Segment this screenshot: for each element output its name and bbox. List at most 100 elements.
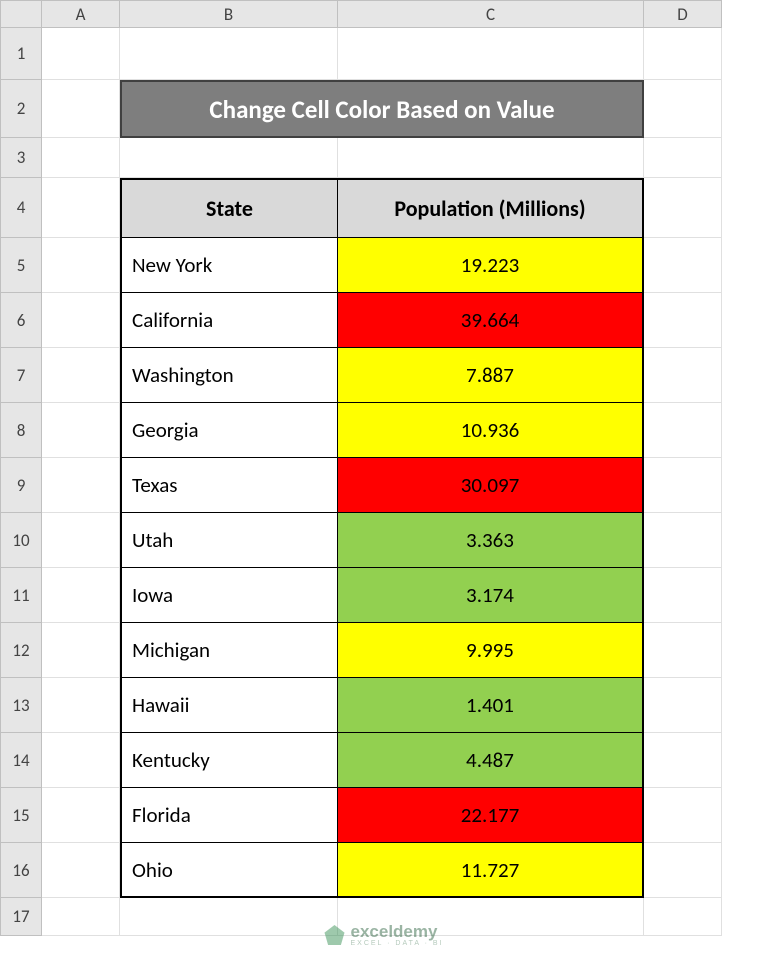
row-header-5[interactable]: 5 bbox=[0, 238, 42, 293]
cell-D6[interactable] bbox=[644, 293, 722, 348]
cell-B6[interactable]: California bbox=[120, 293, 338, 348]
population-value: 9.995 bbox=[466, 637, 514, 663]
row-header-1[interactable]: 1 bbox=[0, 28, 42, 80]
spreadsheet-grid[interactable]: ABCD12Change Cell Color Based on Value34… bbox=[0, 0, 768, 936]
cell-A8[interactable] bbox=[42, 403, 120, 458]
cell-B14[interactable]: Kentucky bbox=[120, 733, 338, 788]
column-header-A[interactable]: A bbox=[42, 0, 120, 28]
column-header-B[interactable]: B bbox=[120, 0, 338, 28]
cell-C1[interactable] bbox=[338, 28, 644, 80]
row-header-4[interactable]: 4 bbox=[0, 178, 42, 238]
cell-D12[interactable] bbox=[644, 623, 722, 678]
cell-B13[interactable]: Hawaii bbox=[120, 678, 338, 733]
cell-A2[interactable] bbox=[42, 80, 120, 138]
title-cell[interactable]: Change Cell Color Based on Value bbox=[120, 80, 644, 138]
population-value: 1.401 bbox=[466, 692, 514, 718]
cell-C15[interactable]: 22.177 bbox=[338, 788, 644, 843]
cell-D5[interactable] bbox=[644, 238, 722, 293]
cell-D15[interactable] bbox=[644, 788, 722, 843]
row-header-10[interactable]: 10 bbox=[0, 513, 42, 568]
state-name: Michigan bbox=[132, 637, 210, 663]
cell-C4[interactable]: Population (Millions) bbox=[338, 178, 644, 238]
population-value: 19.223 bbox=[461, 252, 520, 278]
row-header-15[interactable]: 15 bbox=[0, 788, 42, 843]
cell-B8[interactable]: Georgia bbox=[120, 403, 338, 458]
cell-D13[interactable] bbox=[644, 678, 722, 733]
cell-C3[interactable] bbox=[338, 138, 644, 178]
cell-A12[interactable] bbox=[42, 623, 120, 678]
cell-B12[interactable]: Michigan bbox=[120, 623, 338, 678]
cell-A9[interactable] bbox=[42, 458, 120, 513]
cell-C14[interactable]: 4.487 bbox=[338, 733, 644, 788]
cell-C7[interactable]: 7.887 bbox=[338, 348, 644, 403]
cell-D16[interactable] bbox=[644, 843, 722, 898]
row-header-3[interactable]: 3 bbox=[0, 138, 42, 178]
cell-C17[interactable] bbox=[338, 898, 644, 936]
row-header-16[interactable]: 16 bbox=[0, 843, 42, 898]
cell-C8[interactable]: 10.936 bbox=[338, 403, 644, 458]
cell-A5[interactable] bbox=[42, 238, 120, 293]
cell-B9[interactable]: Texas bbox=[120, 458, 338, 513]
select-all-corner[interactable] bbox=[0, 0, 42, 28]
row-header-11[interactable]: 11 bbox=[0, 568, 42, 623]
cell-A1[interactable] bbox=[42, 28, 120, 80]
state-name: California bbox=[132, 307, 213, 333]
row-header-14[interactable]: 14 bbox=[0, 733, 42, 788]
cell-D14[interactable] bbox=[644, 733, 722, 788]
row-header-7[interactable]: 7 bbox=[0, 348, 42, 403]
row-header-9[interactable]: 9 bbox=[0, 458, 42, 513]
cell-D1[interactable] bbox=[644, 28, 722, 80]
cell-A13[interactable] bbox=[42, 678, 120, 733]
cell-B16[interactable]: Ohio bbox=[120, 843, 338, 898]
cell-A14[interactable] bbox=[42, 733, 120, 788]
cell-C10[interactable]: 3.363 bbox=[338, 513, 644, 568]
cell-D8[interactable] bbox=[644, 403, 722, 458]
cell-B5[interactable]: New York bbox=[120, 238, 338, 293]
population-value: 3.363 bbox=[466, 527, 514, 553]
cell-D7[interactable] bbox=[644, 348, 722, 403]
cell-A6[interactable] bbox=[42, 293, 120, 348]
cell-B10[interactable]: Utah bbox=[120, 513, 338, 568]
row-header-13[interactable]: 13 bbox=[0, 678, 42, 733]
row-header-12[interactable]: 12 bbox=[0, 623, 42, 678]
cell-C11[interactable]: 3.174 bbox=[338, 568, 644, 623]
state-name: Iowa bbox=[132, 582, 173, 608]
row-header-2[interactable]: 2 bbox=[0, 80, 42, 138]
cell-A4[interactable] bbox=[42, 178, 120, 238]
cell-C9[interactable]: 30.097 bbox=[338, 458, 644, 513]
cell-C13[interactable]: 1.401 bbox=[338, 678, 644, 733]
cell-D2[interactable] bbox=[644, 80, 722, 138]
cell-B7[interactable]: Washington bbox=[120, 348, 338, 403]
cell-A11[interactable] bbox=[42, 568, 120, 623]
cell-A7[interactable] bbox=[42, 348, 120, 403]
population-value: 7.887 bbox=[466, 362, 514, 388]
cell-B4[interactable]: State bbox=[120, 178, 338, 238]
row-header-17[interactable]: 17 bbox=[0, 898, 42, 936]
cell-D4[interactable] bbox=[644, 178, 722, 238]
cell-B15[interactable]: Florida bbox=[120, 788, 338, 843]
cell-B3[interactable] bbox=[120, 138, 338, 178]
cell-C5[interactable]: 19.223 bbox=[338, 238, 644, 293]
cell-D17[interactable] bbox=[644, 898, 722, 936]
cell-C12[interactable]: 9.995 bbox=[338, 623, 644, 678]
cell-B17[interactable] bbox=[120, 898, 338, 936]
cell-A10[interactable] bbox=[42, 513, 120, 568]
cell-C6[interactable]: 39.664 bbox=[338, 293, 644, 348]
cell-D11[interactable] bbox=[644, 568, 722, 623]
column-header-D[interactable]: D bbox=[644, 0, 722, 28]
cell-B1[interactable] bbox=[120, 28, 338, 80]
cell-D9[interactable] bbox=[644, 458, 722, 513]
cell-A3[interactable] bbox=[42, 138, 120, 178]
cell-D3[interactable] bbox=[644, 138, 722, 178]
column-header-C[interactable]: C bbox=[338, 0, 644, 28]
cell-A16[interactable] bbox=[42, 843, 120, 898]
row-header-6[interactable]: 6 bbox=[0, 293, 42, 348]
row-header-8[interactable]: 8 bbox=[0, 403, 42, 458]
state-name: New York bbox=[132, 252, 212, 278]
state-name: Texas bbox=[132, 472, 178, 498]
cell-A17[interactable] bbox=[42, 898, 120, 936]
cell-B11[interactable]: Iowa bbox=[120, 568, 338, 623]
cell-D10[interactable] bbox=[644, 513, 722, 568]
cell-A15[interactable] bbox=[42, 788, 120, 843]
cell-C16[interactable]: 11.727 bbox=[338, 843, 644, 898]
